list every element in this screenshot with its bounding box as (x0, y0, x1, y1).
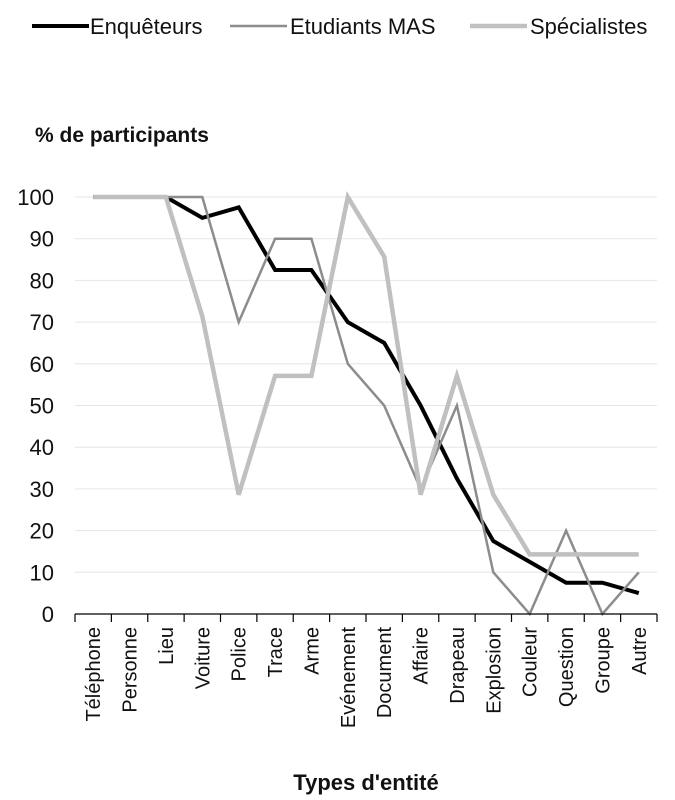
x-tick-label-lieu: Lieu (156, 627, 178, 665)
y-tick-label-70: 70 (30, 310, 54, 335)
y-axis-label: % de participants (35, 124, 209, 147)
y-ticks: 0 10 20 30 40 50 60 70 80 90 100 (17, 185, 54, 627)
y-tick-label-80: 80 (30, 268, 54, 293)
x-tick-label-document: Document (374, 627, 396, 719)
y-tick-label-30: 30 (30, 477, 54, 502)
x-axis-label: Types d'entité (293, 770, 438, 795)
x-tick-label-telephone: Téléphone (83, 627, 105, 722)
y-tick-label-50: 50 (30, 394, 54, 419)
x-tick-label-drapeau: Drapeau (447, 627, 469, 704)
series-line-specialistes (93, 190, 639, 557)
legend-label-enqueteurs: Enquêteurs (90, 14, 203, 39)
y-tick-label-10: 10 (30, 560, 54, 585)
x-tick-label-evenement: Evénement (338, 627, 360, 729)
series-line-etudiants-mas (93, 195, 640, 617)
series-line-enqueteurs (93, 195, 640, 596)
y-tick-label-0: 0 (42, 602, 54, 627)
x-tick-label-arme: Arme (301, 627, 323, 675)
y-tick-label-100: 100 (17, 185, 54, 210)
x-tick-label-autre: Autre (629, 627, 651, 675)
x-tick-label-groupe: Groupe (592, 627, 614, 694)
x-tick-label-police: Police (229, 627, 251, 681)
legend-label-specialistes: Spécialistes (530, 14, 647, 39)
x-tick-label-affaire: Affaire (411, 627, 433, 684)
x-tick-label-couleur: Couleur (520, 627, 542, 697)
legend: Enquêteurs Etudiants MAS Spécialistes (32, 14, 647, 39)
y-tick-label-40: 40 (30, 435, 54, 460)
gridlines (75, 196, 657, 573)
x-tick-label-trace: Trace (265, 627, 287, 677)
y-tick-label-60: 60 (30, 352, 54, 377)
x-tick-label-explosion: Explosion (483, 627, 505, 714)
x-tick-label-personne: Personne (120, 627, 142, 713)
legend-label-etudiants-mas: Etudiants MAS (290, 14, 436, 39)
x-tick-label-voiture: Voiture (192, 627, 214, 689)
series-lines (93, 190, 640, 617)
x-tick-label-question: Question (556, 627, 578, 707)
y-tick-label-90: 90 (30, 227, 54, 252)
y-tick-label-20: 20 (30, 519, 54, 544)
x-ticks: Téléphone Personne Lieu Voiture Police Trace A… (74, 614, 658, 729)
